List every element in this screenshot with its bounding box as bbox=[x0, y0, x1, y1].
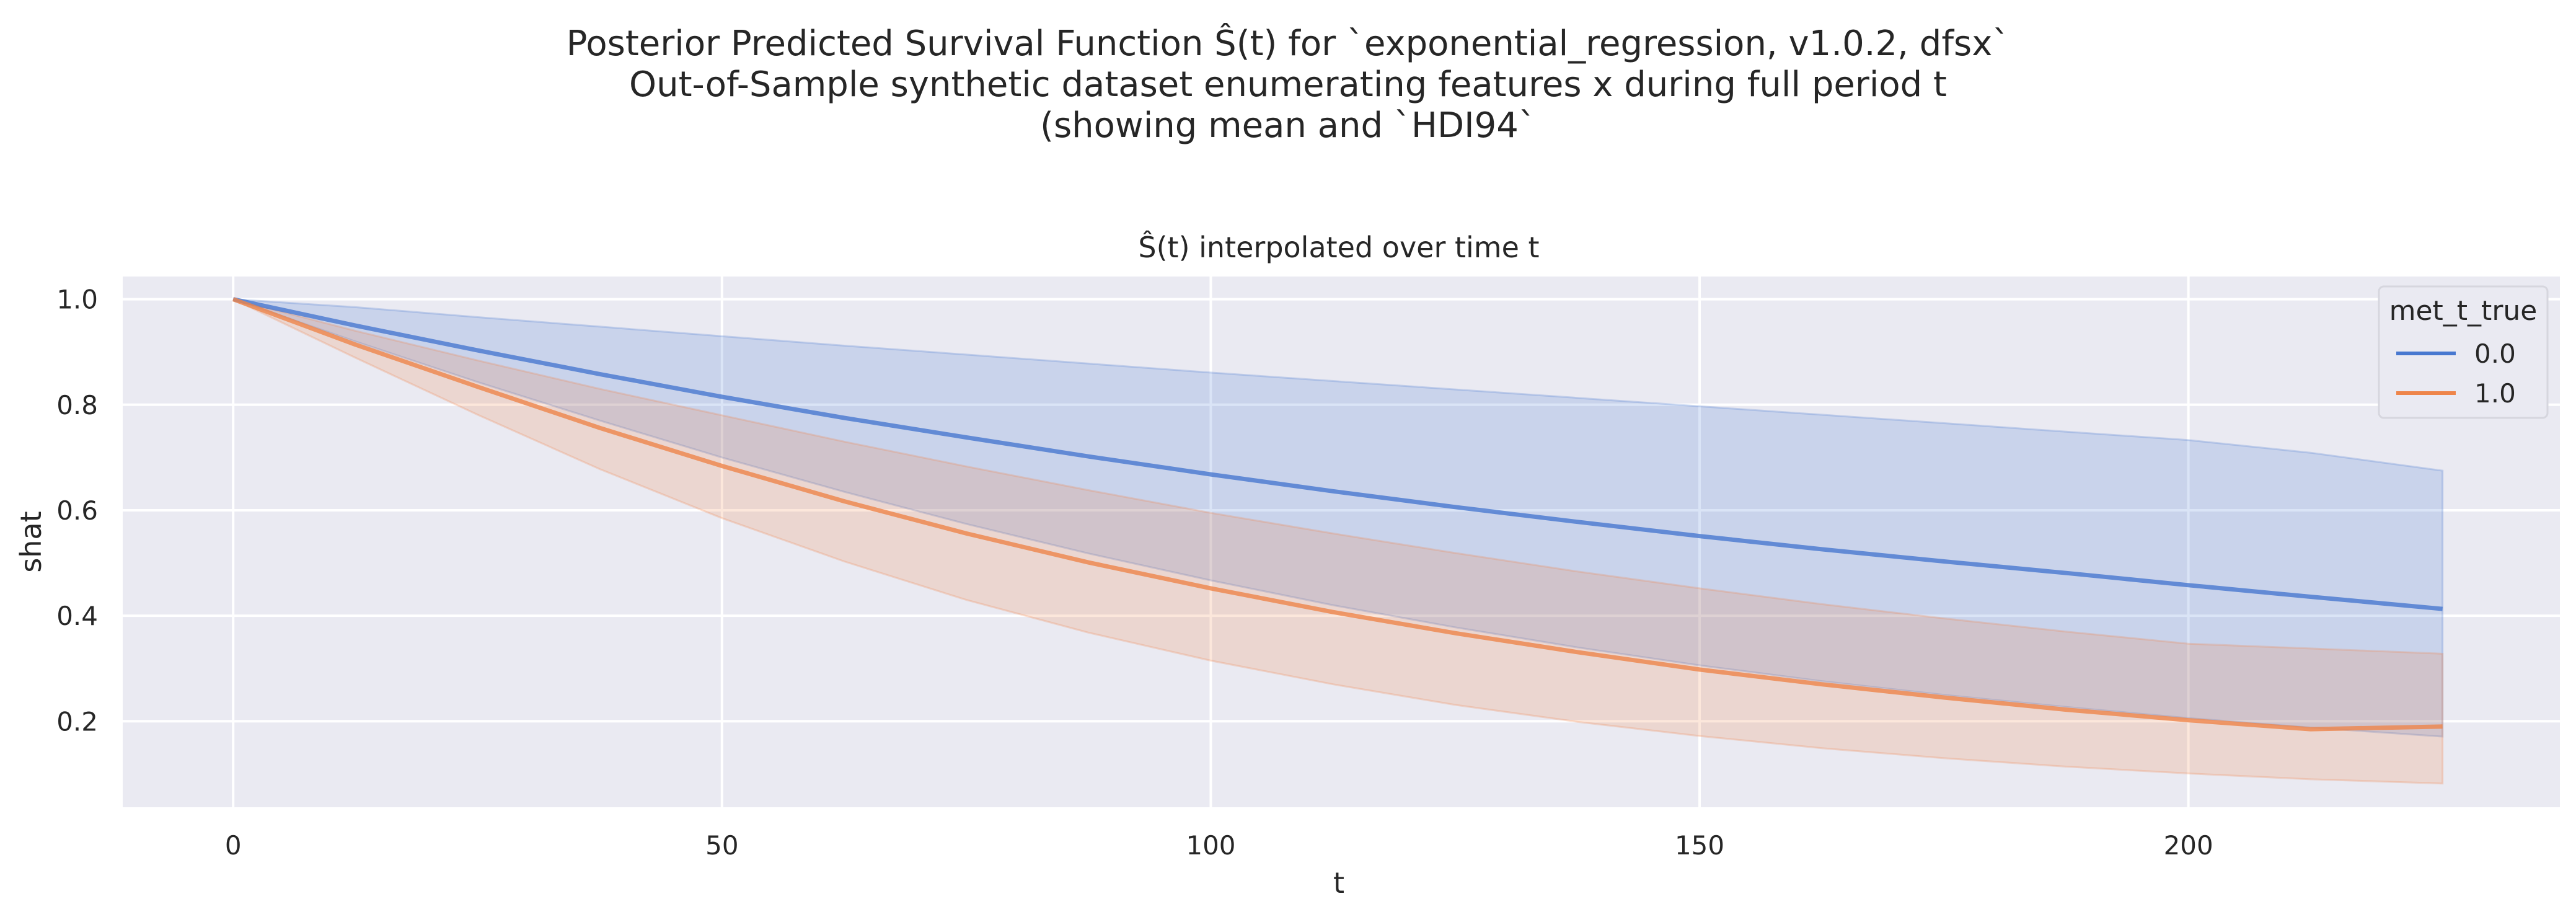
legend-title: met_t_true bbox=[2389, 295, 2538, 327]
x-tick-label-1: 50 bbox=[705, 830, 738, 861]
x-tick-label-2: 100 bbox=[1186, 830, 1235, 861]
y-tick-label-1: 0.4 bbox=[56, 601, 98, 631]
y-tick-label-2: 0.6 bbox=[56, 495, 98, 526]
x-tick-label-4: 200 bbox=[2164, 830, 2213, 861]
y-tick-label-4: 1.0 bbox=[56, 285, 98, 315]
y-tick-labels: 0.2 0.4 0.6 0.8 1.0 bbox=[56, 285, 98, 737]
mean-line-1 bbox=[232, 297, 2443, 732]
suptitle-line-3: (showing mean and `HDI94` bbox=[1040, 105, 1536, 146]
hdi-band-1 bbox=[232, 298, 2444, 785]
legend: met_t_true 0.0 1.0 bbox=[2378, 285, 2549, 419]
suptitle-line-1: Posterior Predicted Survival Function Ŝ(… bbox=[566, 24, 2010, 64]
legend-box bbox=[2378, 285, 2549, 419]
suptitle-line-2: Out-of-Sample synthetic dataset enumerat… bbox=[629, 64, 1947, 105]
legend-label-1: 1.0 bbox=[2474, 378, 2516, 409]
y-tick-label-0: 0.2 bbox=[56, 706, 98, 737]
y-axis-label: shat bbox=[14, 511, 48, 572]
x-tick-labels: 0 50 100 150 200 bbox=[225, 830, 2213, 861]
axes-title: Ŝ(t) interpolated over time t bbox=[1138, 230, 1539, 264]
x-tick-label-0: 0 bbox=[225, 830, 242, 861]
mean-line-0 bbox=[232, 297, 2443, 611]
mean-lines bbox=[232, 297, 2443, 732]
legend-label-0: 0.0 bbox=[2474, 339, 2516, 369]
x-axis-label: t bbox=[1333, 866, 1344, 900]
y-tick-label-3: 0.8 bbox=[56, 390, 98, 420]
x-tick-label-3: 150 bbox=[1675, 830, 1724, 861]
figure-suptitle: Posterior Predicted Survival Function Ŝ(… bbox=[0, 24, 2576, 146]
